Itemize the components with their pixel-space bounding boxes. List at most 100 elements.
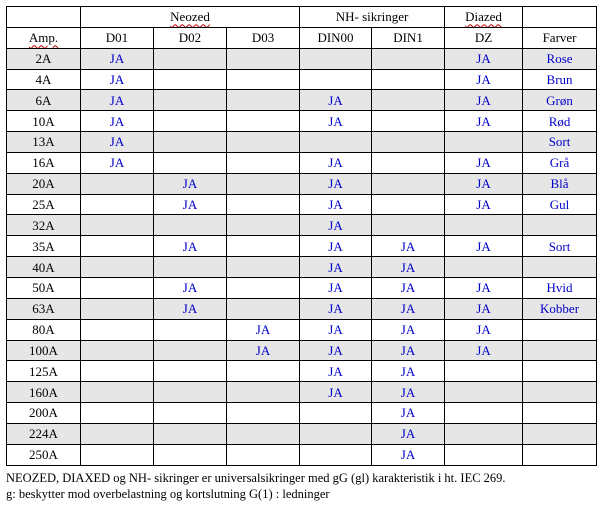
cell-farver xyxy=(522,318,598,341)
cell-din00: JA xyxy=(299,89,373,112)
cell-din00: JA xyxy=(299,235,373,258)
cell-amp: 2A xyxy=(6,47,81,70)
cell-din1 xyxy=(371,151,446,174)
cell-din00: JA xyxy=(299,256,373,278)
cell-d02 xyxy=(153,110,227,133)
cell-d01: JA xyxy=(80,47,154,70)
cell-farver: Grå xyxy=(522,151,598,174)
cell-din00: JA xyxy=(299,151,373,174)
cell-farver: Kobber xyxy=(522,297,598,320)
column-header-d01: D01 xyxy=(80,26,154,49)
cell-dz: JA xyxy=(444,110,524,133)
cell-farver xyxy=(522,422,598,445)
cell-d01 xyxy=(80,276,154,299)
cell-din1 xyxy=(371,89,446,112)
cell-d02: JA xyxy=(153,235,227,258)
cell-din1 xyxy=(371,68,446,91)
cell-d02 xyxy=(153,89,227,112)
cell-d02: JA xyxy=(153,193,227,216)
cell-amp: 13A xyxy=(6,131,81,153)
cell-din1 xyxy=(371,47,446,70)
column-header-d02: D02 xyxy=(153,26,227,49)
cell-farver: Hvid xyxy=(522,276,598,299)
column-header-din00: DIN00 xyxy=(299,26,373,49)
cell-d01 xyxy=(80,297,154,320)
cell-d02 xyxy=(153,402,227,424)
column-header-row: Amp. D01 D02 D03 DIN00 DIN1 DZ Farver xyxy=(6,26,598,49)
cell-farver: Rød xyxy=(522,110,598,133)
cell-din00 xyxy=(299,131,373,153)
cell-d01 xyxy=(80,402,154,424)
cell-d03 xyxy=(225,297,301,320)
column-header-amp: Amp. xyxy=(6,26,81,49)
cell-din00 xyxy=(299,422,373,445)
cell-dz xyxy=(444,381,524,404)
cell-din1: JA xyxy=(371,297,446,320)
cell-amp: 250A xyxy=(6,443,81,466)
cell-d01: JA xyxy=(80,131,154,153)
cell-d03 xyxy=(225,89,301,112)
cell-d03 xyxy=(225,422,301,445)
cell-din00: JA xyxy=(299,276,373,299)
cell-farver xyxy=(522,214,598,237)
cell-dz: JA xyxy=(444,47,524,70)
cell-d02 xyxy=(153,131,227,153)
table-row: 6A JA JA JA Grøn xyxy=(6,89,598,112)
column-header-din1: DIN1 xyxy=(371,26,446,49)
cell-amp: 16A xyxy=(6,151,81,174)
cell-d01: JA xyxy=(80,110,154,133)
table-row: 4A JA JA Brun xyxy=(6,68,598,91)
cell-d02 xyxy=(153,360,227,383)
cell-d03 xyxy=(225,110,301,133)
table-row: 20A JA JA JA Blå xyxy=(6,172,598,195)
footnote-line-2: g: beskytter mod overbelastning og korts… xyxy=(6,487,330,501)
table-body: 2A JA JA Rose 4A JA JA Brun 6A JA JA JA Grøn 10A JA JA J… xyxy=(6,47,598,466)
cell-din00: JA xyxy=(299,360,373,383)
cell-d03 xyxy=(225,381,301,404)
cell-farver xyxy=(522,443,598,466)
table-row: 160A JA JA xyxy=(6,381,598,404)
table-row: 250A JA xyxy=(6,443,598,466)
empty-corner-cell xyxy=(6,6,81,28)
cell-dz: JA xyxy=(444,68,524,91)
cell-d03 xyxy=(225,193,301,216)
cell-d01 xyxy=(80,339,154,362)
cell-d02 xyxy=(153,318,227,341)
cell-d02: JA xyxy=(153,297,227,320)
cell-d03 xyxy=(225,402,301,424)
cell-d03: JA xyxy=(225,339,301,362)
cell-din1: JA xyxy=(371,360,446,383)
cell-d03 xyxy=(225,214,301,237)
cell-d02: JA xyxy=(153,172,227,195)
cell-farver: Gul xyxy=(522,193,598,216)
table-row: 50A JA JA JA JA Hvid xyxy=(6,276,598,299)
cell-dz: JA xyxy=(444,151,524,174)
cell-d01: JA xyxy=(80,68,154,91)
cell-farver xyxy=(522,256,598,278)
cell-din1: JA xyxy=(371,339,446,362)
cell-dz xyxy=(444,443,524,466)
cell-din1: JA xyxy=(371,402,446,424)
cell-d03 xyxy=(225,276,301,299)
cell-farver xyxy=(522,381,598,404)
cell-d03 xyxy=(225,151,301,174)
cell-din1 xyxy=(371,193,446,216)
table-row: 2A JA JA Rose xyxy=(6,47,598,70)
cell-dz: JA xyxy=(444,339,524,362)
cell-d03 xyxy=(225,443,301,466)
cell-amp: 35A xyxy=(6,235,81,258)
cell-din00 xyxy=(299,68,373,91)
cell-d01 xyxy=(80,318,154,341)
cell-din1: JA xyxy=(371,256,446,278)
footnote-line-1: NEOZED, DIAXED og NH- sikringer er unive… xyxy=(6,471,506,485)
column-header-farver: Farver xyxy=(522,26,598,49)
cell-dz: JA xyxy=(444,193,524,216)
table-row: 10A JA JA JA Rød xyxy=(6,110,598,133)
neozed-group-header: Neozed xyxy=(79,6,301,28)
cell-d01 xyxy=(80,422,154,445)
cell-farver xyxy=(522,360,598,383)
cell-d02 xyxy=(153,381,227,404)
cell-d01 xyxy=(80,443,154,466)
table-row: 80A JA JA JA JA xyxy=(6,318,598,341)
cell-d01 xyxy=(80,235,154,258)
